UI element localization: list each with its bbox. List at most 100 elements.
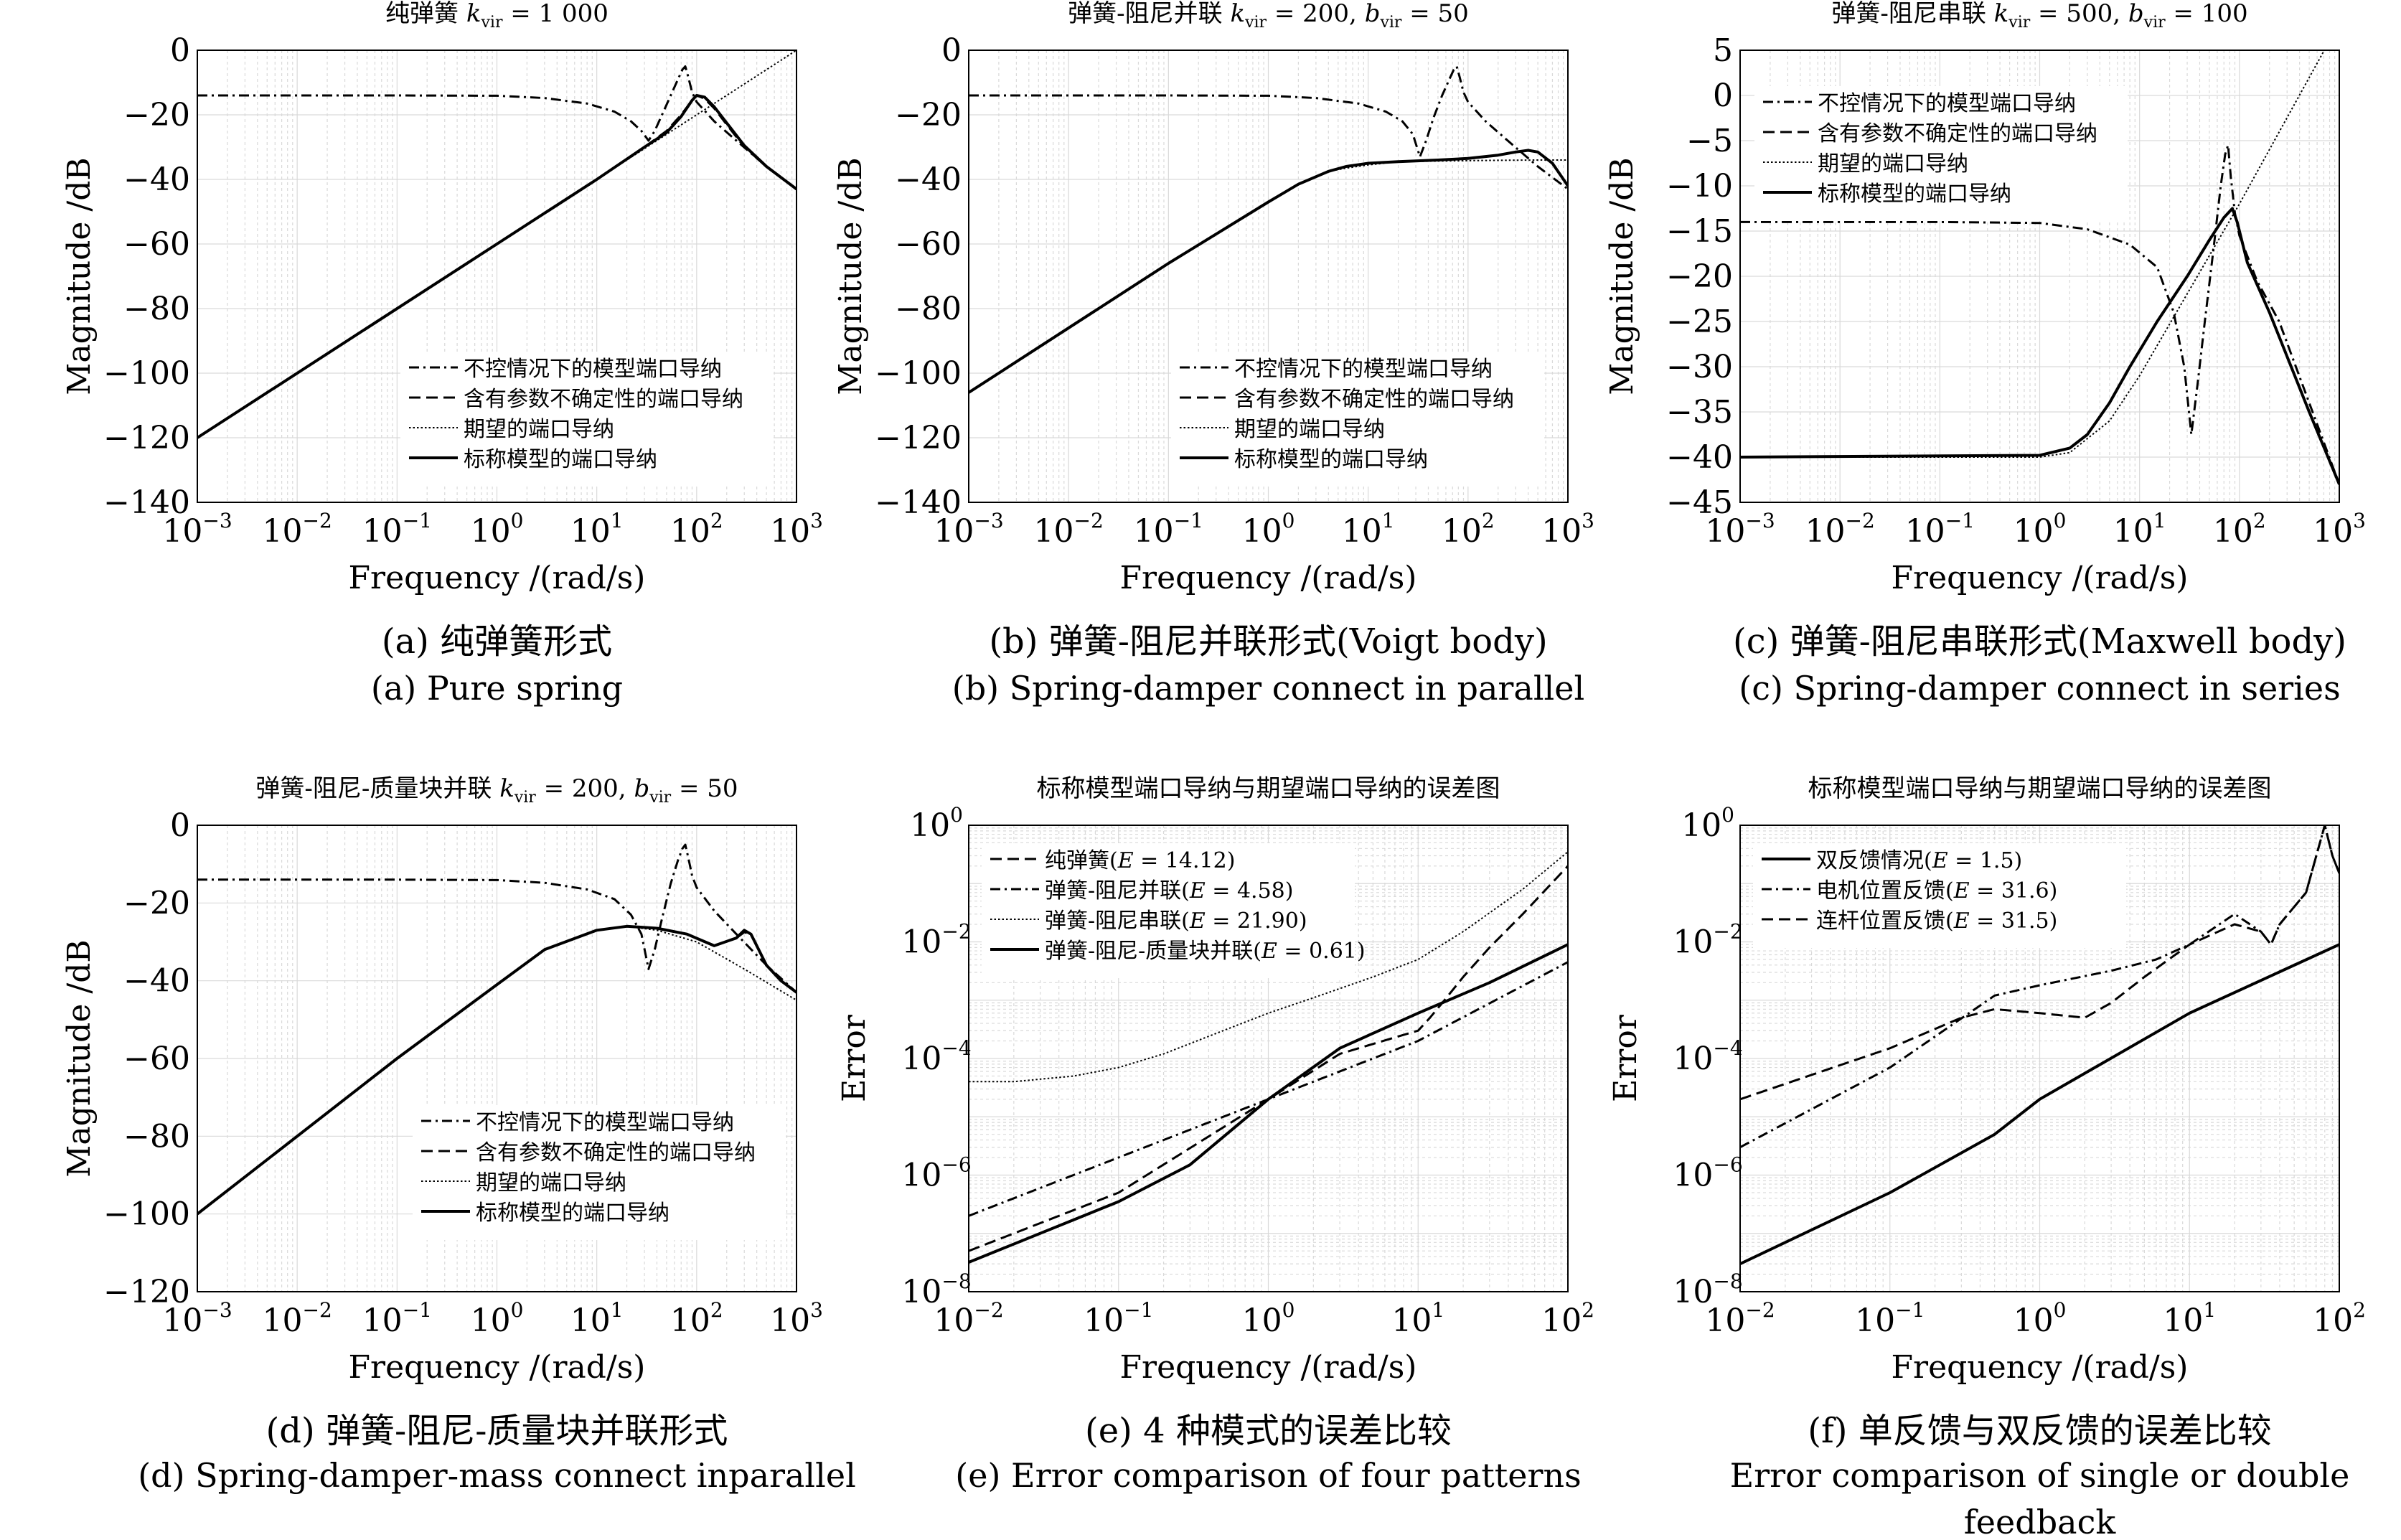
- legend-label: 弹簧-阻尼-质量块并联(E = 0.61): [1045, 939, 1366, 964]
- legend-label: 期望的端口导纳: [464, 417, 614, 442]
- title-part: b: [1365, 0, 1381, 28]
- x-tick-labels: 10−2 10−1 100 101 102: [934, 1298, 1594, 1339]
- y-tick-label: 0: [170, 807, 190, 844]
- chart-panel-b: 10−3 10−2 10−1 100 101 102 103 0 −20 −40 −60 −80 −10…: [832, 0, 1594, 708]
- legend-box: [1753, 843, 2126, 948]
- x-tick-labels: 10−3 10−2 10−1 100 101 102 103: [1705, 509, 2366, 550]
- legend-label: 期望的端口导纳: [1234, 417, 1385, 442]
- y-tick-label: −5: [1686, 123, 1733, 159]
- y-tick-label: −15: [1666, 213, 1733, 250]
- x-tick-label: 100: [471, 1298, 524, 1339]
- title-part: = 100: [2166, 0, 2248, 28]
- legend-label: 连杆位置反馈(E = 31.5): [1816, 908, 2057, 934]
- x-tick-label: 100: [2014, 509, 2067, 550]
- title-part: k: [1230, 0, 1245, 28]
- chart-panel-e: 10−2 10−1 100 101 102 10−8 10−6 10−4 10−2 100 Freq…: [836, 774, 1594, 1495]
- y-tick-label: −40: [123, 963, 190, 1000]
- title-part: vir: [2008, 14, 2030, 32]
- series-line-3: [969, 159, 1568, 393]
- y-tick-label: −60: [123, 226, 190, 263]
- x-tick-label: 102: [2313, 1298, 2366, 1339]
- series-group: [1740, 50, 2339, 485]
- y-tick-label: 0: [1713, 78, 1733, 114]
- x-tick-label: 10−2: [934, 1298, 1003, 1339]
- caption-cn: (c) 弹簧-阻尼串联形式(Maxwell body): [1733, 621, 2346, 662]
- y-tick-labels: 10−8 10−6 10−4 10−2 100: [901, 803, 971, 1310]
- y-axis-label: Magnitude /dB: [61, 939, 98, 1177]
- series-group: [197, 843, 797, 1216]
- legend-label: 含有参数不确定性的端口导纳: [476, 1140, 756, 1165]
- series-line-1: [969, 65, 1568, 190]
- caption-en-line2: feedback: [1964, 1503, 2117, 1540]
- legend-label: 不控情况下的模型端口导纳: [464, 357, 722, 382]
- legend-box: [400, 352, 774, 487]
- legend-box: [1754, 86, 2128, 221]
- y-tick-label: 10−6: [1673, 1153, 1742, 1194]
- legend-label: 含有参数不确定性的端口导纳: [1818, 121, 2097, 146]
- series-line-1: [1740, 943, 2339, 1266]
- series-group: [1740, 825, 2339, 1266]
- x-tick-label: 10−2: [263, 1298, 332, 1339]
- y-axis-label: Magnitude /dB: [61, 157, 98, 395]
- x-tick-label: 102: [670, 1298, 723, 1339]
- series-line-1: [1740, 144, 2339, 485]
- y-tick-label: 0: [941, 32, 962, 69]
- caption-en: Error comparison of single or double: [1730, 1456, 2350, 1495]
- y-tick-labels: 0 −20 −40 −60 −80 −100 −120 −140: [103, 32, 190, 521]
- y-tick-label: 100: [910, 803, 963, 844]
- chart-title: 弹簧-阻尼串联 kvir = 500, bvir = 100: [1831, 0, 2247, 32]
- x-tick-labels: 10−3 10−2 10−1 100 101 102 103: [162, 509, 823, 550]
- chart-panel-c: 10−3 10−2 10−1 100 101 102 103 5 0 −5 −10 −15 −20 −25…: [1604, 0, 2366, 708]
- chart-title: 标称模型端口导纳与期望端口导纳的误差图: [1037, 774, 1500, 803]
- x-tick-label: 103: [770, 509, 823, 550]
- caption-cn: (e) 4 种模式的误差比较: [1085, 1411, 1452, 1451]
- chart-title: 纯弹簧 kvir = 1 000: [385, 0, 609, 32]
- x-tick-label: 10−2: [1805, 509, 1875, 550]
- title-part: = 50: [671, 774, 738, 803]
- caption-en: (a) Pure spring: [371, 669, 623, 708]
- x-tick-label: 10−3: [162, 509, 232, 550]
- title-part: 标称模型端口导纳与期望端口导纳的误差图: [1037, 774, 1500, 803]
- legend-label: 标称模型的端口导纳: [464, 447, 657, 472]
- title-part: b: [2128, 0, 2144, 28]
- plot-frame: [1739, 50, 2340, 503]
- y-tick-label: −60: [895, 226, 962, 263]
- title-part: 弹簧-阻尼-质量块并联: [255, 774, 499, 803]
- legend: 不控情况下的模型端口导纳含有参数不确定性的端口导纳期望的端口导纳标称模型的端口导…: [400, 352, 774, 487]
- x-tick-label: 101: [2163, 1298, 2216, 1339]
- legend-label: 标称模型的端口导纳: [1818, 182, 2011, 207]
- y-tick-label: −120: [103, 1274, 190, 1310]
- y-tick-label: −100: [103, 355, 190, 392]
- x-tick-labels: 10−3 10−2 10−1 100 101 102 103: [934, 509, 1594, 550]
- title-part: vir: [480, 14, 502, 32]
- chart-title: 弹簧-阻尼-质量块并联 kvir = 200, bvir = 50: [255, 774, 738, 807]
- legend-label: 期望的端口导纳: [476, 1170, 626, 1196]
- legend-label: 电机位置反馈(E = 31.6): [1816, 878, 2057, 903]
- plot-frame: [1739, 825, 2340, 1292]
- x-axis-label: Frequency /(rad/s): [1120, 1349, 1417, 1386]
- series-line-4: [969, 943, 1568, 1264]
- y-tick-label: −40: [895, 161, 962, 198]
- chart-title: 弹簧-阻尼并联 kvir = 200, bvir = 50: [1068, 0, 1469, 32]
- y-tick-label: 0: [170, 32, 190, 69]
- title-part: vir: [1379, 14, 1401, 32]
- y-tick-label: −20: [123, 97, 190, 133]
- x-tick-label: 10−3: [934, 509, 1003, 550]
- y-tick-label: −10: [1666, 168, 1733, 205]
- y-tick-label: 5: [1713, 32, 1733, 69]
- y-tick-label: 10−6: [901, 1153, 971, 1194]
- x-tick-label: 101: [1342, 509, 1395, 550]
- y-tick-label: 10−8: [901, 1269, 971, 1310]
- y-axis-label: Error: [1607, 1014, 1644, 1102]
- x-axis-label: Frequency /(rad/s): [1120, 560, 1417, 596]
- legend-label: 标称模型的端口导纳: [1234, 447, 1428, 472]
- x-tick-label: 101: [2113, 509, 2166, 550]
- legend-label: 不控情况下的模型端口导纳: [1818, 91, 2076, 116]
- caption-en: (d) Spring-damper-mass connect inparalle…: [138, 1456, 856, 1495]
- x-tick-label: 10−3: [162, 1298, 232, 1339]
- legend-label: 不控情况下的模型端口导纳: [476, 1110, 734, 1135]
- legend-label: 含有参数不确定性的端口导纳: [1234, 387, 1514, 412]
- series-line-4: [1740, 207, 2339, 485]
- legend-label: 期望的端口导纳: [1818, 151, 1968, 177]
